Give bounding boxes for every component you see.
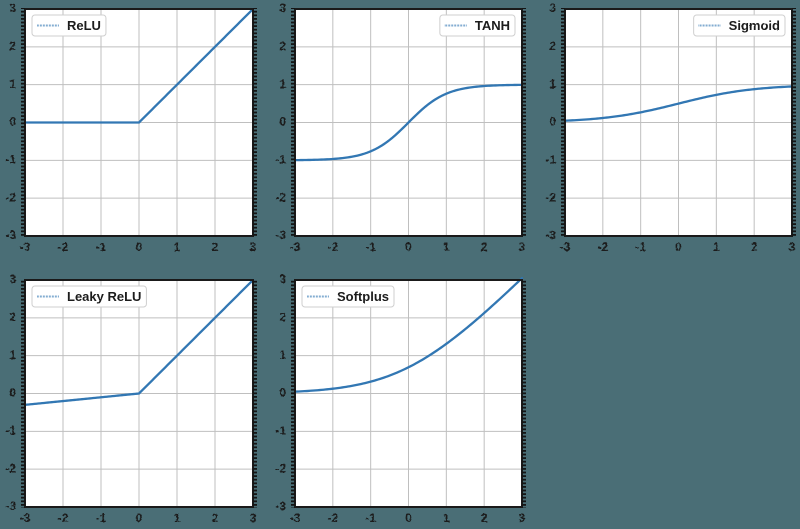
svg-text:-3: -3 — [20, 240, 31, 254]
svg-text:0: 0 — [549, 115, 556, 129]
svg-text:1: 1 — [279, 348, 286, 362]
svg-text:Leaky ReLU: Leaky ReLU — [67, 289, 141, 304]
svg-text:3: 3 — [519, 511, 526, 525]
svg-text:2: 2 — [751, 240, 758, 254]
svg-text:-2: -2 — [5, 461, 16, 475]
svg-text:1: 1 — [9, 77, 16, 91]
svg-text:-2: -2 — [58, 240, 69, 254]
svg-text:3: 3 — [789, 240, 796, 254]
svg-text:3: 3 — [519, 240, 526, 254]
svg-text:2: 2 — [279, 39, 286, 53]
svg-text:2: 2 — [481, 511, 488, 525]
svg-text:1: 1 — [174, 240, 181, 254]
svg-text:0: 0 — [405, 240, 412, 254]
svg-text:-3: -3 — [5, 228, 16, 242]
svg-text:-2: -2 — [545, 190, 556, 204]
svg-text:3: 3 — [549, 1, 556, 15]
svg-text:-3: -3 — [275, 228, 286, 242]
svg-text:TANH: TANH — [475, 18, 510, 33]
svg-text:1: 1 — [713, 240, 720, 254]
svg-text:3: 3 — [279, 1, 286, 15]
svg-text:-2: -2 — [5, 190, 16, 204]
svg-text:0: 0 — [136, 511, 143, 525]
svg-text:3: 3 — [250, 511, 257, 525]
svg-text:3: 3 — [250, 240, 257, 254]
svg-text:ReLU: ReLU — [67, 18, 101, 33]
svg-text:-2: -2 — [327, 511, 338, 525]
svg-text:1: 1 — [443, 511, 450, 525]
svg-text:1: 1 — [279, 77, 286, 91]
svg-text:-2: -2 — [275, 461, 286, 475]
svg-text:2: 2 — [279, 310, 286, 324]
svg-text:-1: -1 — [96, 511, 107, 525]
svg-text:3: 3 — [9, 1, 16, 15]
svg-text:2: 2 — [549, 39, 556, 53]
svg-text:-3: -3 — [20, 511, 31, 525]
svg-text:-3: -3 — [545, 228, 556, 242]
svg-text:-3: -3 — [290, 511, 301, 525]
svg-text:-1: -1 — [545, 153, 556, 167]
svg-text:-1: -1 — [365, 240, 376, 254]
svg-text:0: 0 — [9, 386, 16, 400]
svg-text:-3: -3 — [290, 240, 301, 254]
svg-text:0: 0 — [9, 115, 16, 129]
svg-text:Softplus: Softplus — [337, 289, 389, 304]
svg-text:-3: -3 — [560, 240, 571, 254]
svg-text:-2: -2 — [597, 240, 608, 254]
svg-text:0: 0 — [405, 511, 412, 525]
svg-text:3: 3 — [9, 272, 16, 286]
svg-text:-2: -2 — [58, 511, 69, 525]
svg-text:Sigmoid: Sigmoid — [729, 18, 780, 33]
svg-text:-1: -1 — [635, 240, 646, 254]
svg-text:1: 1 — [549, 77, 556, 91]
svg-text:2: 2 — [481, 240, 488, 254]
svg-text:-1: -1 — [5, 153, 16, 167]
svg-text:-2: -2 — [327, 240, 338, 254]
svg-text:2: 2 — [212, 511, 219, 525]
svg-text:-1: -1 — [96, 240, 107, 254]
svg-text:0: 0 — [675, 240, 682, 254]
svg-text:2: 2 — [9, 39, 16, 53]
svg-text:1: 1 — [443, 240, 450, 254]
svg-text:1: 1 — [9, 348, 16, 362]
svg-text:-2: -2 — [275, 190, 286, 204]
svg-text:-1: -1 — [365, 511, 376, 525]
svg-text:0: 0 — [136, 240, 143, 254]
svg-text:-3: -3 — [275, 499, 286, 513]
svg-text:0: 0 — [279, 386, 286, 400]
svg-text:1: 1 — [174, 511, 181, 525]
svg-text:-1: -1 — [275, 153, 286, 167]
svg-text:3: 3 — [279, 272, 286, 286]
svg-text:-1: -1 — [275, 424, 286, 438]
svg-text:-1: -1 — [5, 424, 16, 438]
svg-text:2: 2 — [9, 310, 16, 324]
svg-text:-3: -3 — [5, 499, 16, 513]
svg-text:2: 2 — [212, 240, 219, 254]
svg-text:0: 0 — [279, 115, 286, 129]
